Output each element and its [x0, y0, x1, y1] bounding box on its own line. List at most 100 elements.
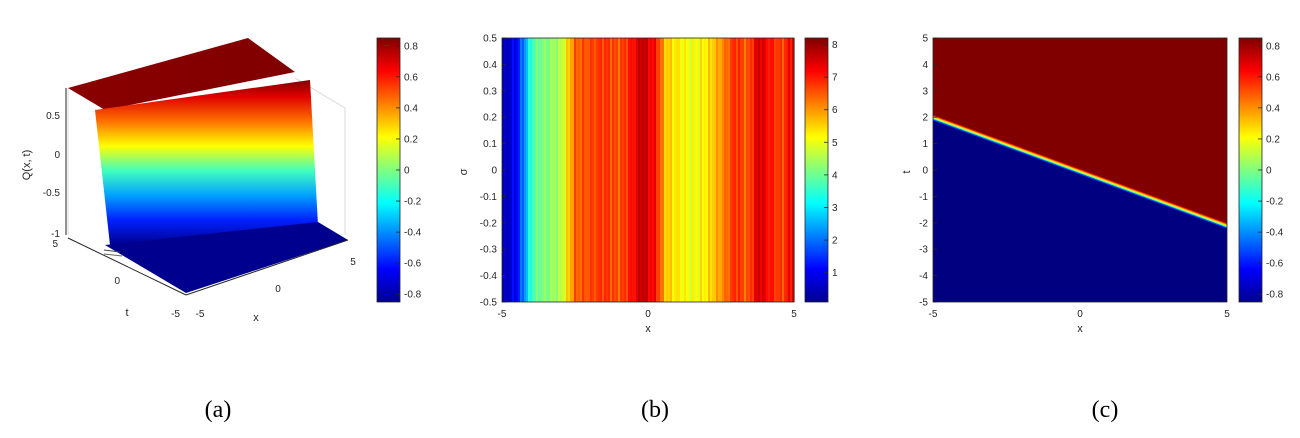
x-tick-label: 0 — [1077, 309, 1083, 320]
heatmap-column — [740, 38, 743, 302]
heatmap-column — [506, 38, 509, 302]
heatmap-column — [652, 38, 655, 302]
heatmap-column — [548, 38, 551, 302]
x-tick-label: 0 — [645, 309, 651, 320]
t-tick-label: 5 — [52, 239, 58, 250]
y-tick-label: 5 — [922, 34, 928, 45]
z-ticks: 0.5 0 -0.5 -1 — [43, 111, 61, 240]
heatmap-column — [610, 38, 613, 302]
heatmap-column — [712, 38, 715, 302]
heatmap-column — [738, 38, 741, 302]
heatmap-column — [668, 38, 671, 302]
x-axis-label: x — [1077, 323, 1083, 335]
colorbar-tick-label: -0.8 — [404, 290, 422, 301]
heatmap-column — [690, 38, 693, 302]
y-tick-label: 2 — [922, 113, 928, 124]
colorbar-tick-label: -0.8 — [1266, 290, 1284, 301]
y-tick-label: -0.1 — [480, 192, 498, 203]
panel-c: -5 -4 -3 -2 -1 0 1 2 3 4 5 -5 0 5 x t -0.8 -0.6 -0.4… — [901, 34, 1284, 336]
front-band — [932, 114, 1228, 224]
heatmap-column — [606, 38, 609, 302]
x-tick-label: -5 — [929, 309, 938, 320]
colorbar-tick-label: 7 — [832, 73, 838, 84]
heatmap-column — [632, 38, 635, 302]
heatmap-column — [624, 38, 627, 302]
heatmap-column — [538, 38, 541, 302]
y-tick-label: 1 — [922, 139, 928, 150]
y-tick-label: -2 — [919, 218, 928, 229]
heatmap-column — [678, 38, 681, 302]
colorbar-tick-label: 0.6 — [1266, 72, 1280, 83]
heatmap-column — [636, 38, 639, 302]
y-tick-label: 0.5 — [483, 34, 497, 45]
heatmap-column — [762, 38, 765, 302]
heatmap-column — [786, 38, 789, 302]
heatmap-column — [588, 38, 591, 302]
heatmap-column — [520, 38, 523, 302]
caption-b: (b) — [641, 397, 669, 423]
heatmap-column — [646, 38, 649, 302]
heatmap-column — [510, 38, 513, 302]
colorbar-tick-label: 0.4 — [404, 103, 418, 114]
heatmap-column — [672, 38, 675, 302]
heatmap-column — [660, 38, 663, 302]
heatmap-column — [654, 38, 657, 302]
y-tick-label: -4 — [919, 271, 928, 282]
heatmap-column — [572, 38, 575, 302]
heatmap-column — [648, 38, 651, 302]
heatmap-column — [580, 38, 583, 302]
heatmap-column — [706, 38, 709, 302]
surface-3d — [67, 38, 348, 293]
heatmap-column — [664, 38, 667, 302]
heatmap-column — [532, 38, 535, 302]
heatmap-column — [536, 38, 539, 302]
heatmap-column — [560, 38, 563, 302]
y-tick-label: 0 — [491, 166, 497, 177]
y-axis-label: t — [901, 170, 913, 173]
colorbar-tick-label: 1 — [832, 268, 838, 279]
heatmap-column — [598, 38, 601, 302]
heatmap-column — [564, 38, 567, 302]
heatmap-column — [764, 38, 767, 302]
heatmap-column — [750, 38, 753, 302]
x-tick-label: 5 — [350, 257, 356, 268]
heatmap-column — [772, 38, 775, 302]
x-ticks-b: -5 0 5 — [498, 309, 798, 320]
colorbar-tick-label: 8 — [832, 40, 838, 51]
heatmap-column — [566, 38, 569, 302]
heatmap-front — [932, 38, 1228, 302]
heatmap-column — [708, 38, 711, 302]
heatmap-column — [792, 38, 795, 302]
heatmap-column — [770, 38, 773, 302]
heatmap-column — [778, 38, 781, 302]
heatmap-column — [784, 38, 787, 302]
heatmap-column — [722, 38, 725, 302]
t-ticks: 5 0 -5 — [52, 239, 180, 320]
z-tick-label: -0.5 — [43, 188, 61, 199]
front-band — [932, 116, 1228, 226]
colorbar-tick-label: 0.8 — [404, 41, 418, 52]
heatmap-column — [574, 38, 577, 302]
heatmap-column — [640, 38, 643, 302]
heatmap-column — [724, 38, 727, 302]
x-tick-label: 0 — [275, 284, 281, 295]
heatmap-column — [582, 38, 585, 302]
panel-a: 0.5 0 -0.5 -1 Q(x, t) 5 0 -5 t -5 0 5 x … — [21, 37, 422, 324]
region-low — [933, 117, 1227, 302]
caption-c: (c) — [1092, 397, 1119, 423]
colorbar-tick-label: 2 — [832, 236, 838, 247]
heatmap-column — [608, 38, 611, 302]
heatmap-column — [782, 38, 785, 302]
heatmap-column — [592, 38, 595, 302]
heatmap-column — [596, 38, 599, 302]
front-band — [932, 117, 1228, 227]
heatmap-column — [642, 38, 645, 302]
heatmap-column — [518, 38, 521, 302]
heatmap-column — [612, 38, 615, 302]
x-tick-label: -5 — [196, 309, 205, 320]
colorbar-b: 1 2 3 4 5 6 7 8 — [804, 37, 838, 303]
heatmap-column — [736, 38, 739, 302]
y-tick-label: -0.2 — [480, 218, 498, 229]
colorbar-tick-label: 4 — [832, 170, 838, 181]
